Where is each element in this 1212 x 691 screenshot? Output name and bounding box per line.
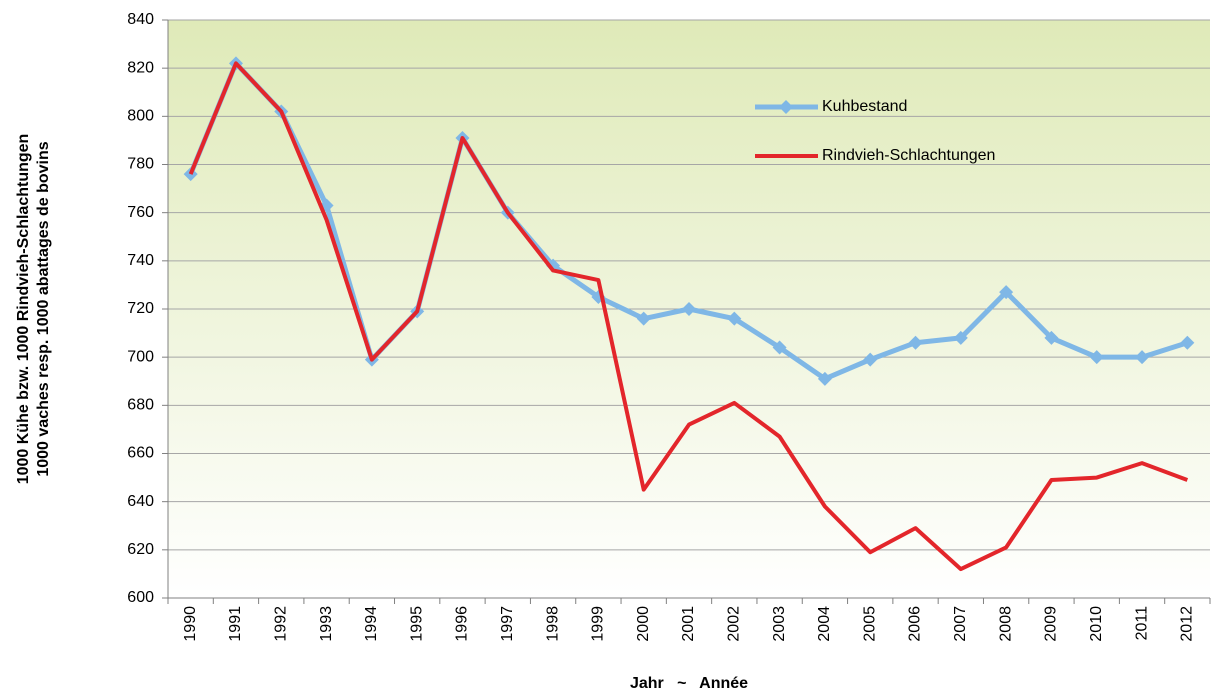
- y-tick-label: 720: [127, 300, 154, 317]
- series-marker: [817, 371, 832, 386]
- series-line: [188, 61, 1189, 572]
- x-tick-label: 2010: [1088, 606, 1105, 642]
- x-tick-label: 2005: [861, 606, 878, 642]
- series-marker: [727, 311, 742, 326]
- x-tick-label: 2004: [816, 606, 833, 642]
- x-tick-label: 2001: [680, 606, 697, 642]
- x-tick-label: 1990: [182, 606, 199, 642]
- x-tick-label: 1992: [272, 606, 289, 642]
- y-tick-label: 640: [127, 493, 154, 510]
- y-axis-label: 1000 vaches resp. 1000 abattages de bovi…: [35, 141, 52, 476]
- x-tick-label: 1999: [590, 606, 607, 642]
- x-tick-label: 1996: [454, 606, 471, 642]
- x-tick-label: 1991: [227, 606, 244, 642]
- series-marker: [682, 302, 696, 316]
- y-tick-label: 820: [127, 59, 154, 76]
- series-marker: [1180, 335, 1195, 350]
- y-axis-label: 1000 Kühe bzw. 1000 Rindvieh-Schlachtung…: [15, 134, 32, 485]
- x-tick-label: 2007: [952, 606, 969, 642]
- series-marker: [636, 311, 651, 326]
- x-tick-label: 1993: [318, 606, 335, 642]
- x-tick-label: 2000: [635, 606, 652, 642]
- y-tick-label: 740: [127, 252, 154, 269]
- series-marker: [1089, 350, 1104, 365]
- series-marker: [953, 330, 968, 345]
- y-tick-label: 620: [127, 541, 154, 558]
- x-tick-label: 2008: [997, 606, 1014, 642]
- y-tick-label: 700: [127, 348, 154, 365]
- legend-marker: [779, 100, 793, 114]
- x-tick-label: 2006: [907, 606, 924, 642]
- series-marker: [1044, 330, 1059, 345]
- x-tick-label: 2009: [1043, 606, 1060, 642]
- x-tick-label: 2011: [1133, 606, 1150, 641]
- x-tick-label: 1998: [544, 606, 561, 642]
- legend-label: Kuhbestand: [822, 98, 907, 115]
- series-marker: [908, 335, 923, 350]
- x-tick-label: 2012: [1179, 606, 1196, 642]
- x-axis-label: Jahr ~ Année: [630, 675, 748, 691]
- x-tick-label: 2003: [771, 606, 788, 642]
- y-tick-label: 760: [127, 204, 154, 221]
- y-tick-label: 780: [127, 156, 154, 173]
- series-marker: [999, 285, 1014, 300]
- y-tick-label: 600: [127, 589, 154, 606]
- series-marker: [772, 340, 787, 355]
- x-tick-label: 1995: [408, 606, 425, 642]
- series-marker: [863, 352, 878, 367]
- series-marker: [1135, 350, 1150, 365]
- x-tick-label: 1997: [499, 606, 516, 642]
- x-tick-label: 1994: [363, 606, 380, 642]
- y-tick-label: 840: [127, 11, 154, 28]
- y-tick-label: 800: [127, 108, 154, 125]
- legend-label: Rindvieh-Schlachtungen: [822, 147, 995, 164]
- x-tick-label: 2002: [726, 606, 743, 642]
- y-tick-label: 680: [127, 397, 154, 414]
- y-tick-label: 660: [127, 445, 154, 462]
